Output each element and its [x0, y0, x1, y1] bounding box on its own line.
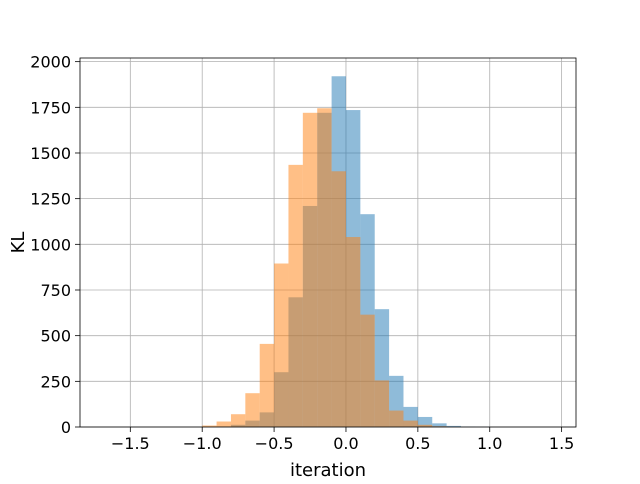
- y-tick-label: 500: [40, 327, 71, 346]
- histogram-bar: [346, 237, 360, 427]
- histogram-bar: [231, 414, 245, 427]
- x-tick-label: −1.0: [183, 434, 222, 453]
- histogram-bar: [389, 411, 403, 427]
- histogram-bar: [360, 315, 374, 427]
- y-axis-label: KL: [8, 232, 29, 254]
- histogram-bar: [317, 108, 331, 427]
- histogram-bars: [202, 76, 490, 427]
- y-tick-label: 1500: [30, 144, 71, 163]
- histogram-bar: [217, 422, 231, 427]
- y-tick-label: 1250: [30, 190, 71, 209]
- y-tick-label: 750: [40, 281, 71, 300]
- y-tick-label: 0: [61, 418, 71, 437]
- x-axis-label: iteration: [290, 460, 366, 480]
- histogram-bar: [274, 264, 288, 427]
- histogram-bar: [332, 171, 346, 427]
- x-tick-label: −0.5: [255, 434, 294, 453]
- x-tick-label: −1.5: [111, 434, 150, 453]
- histogram-bar: [245, 393, 259, 427]
- histogram-bar: [303, 113, 317, 427]
- x-tick-label: 1.0: [477, 434, 502, 453]
- x-tick-label: 0.0: [333, 434, 358, 453]
- y-tick-label: 250: [40, 372, 71, 391]
- y-tick-label: 1000: [30, 235, 71, 254]
- histogram-bar: [375, 380, 389, 427]
- histogram-bar: [403, 421, 417, 427]
- histogram-bar: [260, 344, 274, 427]
- x-tick-label: 1.5: [549, 434, 574, 453]
- y-tick-label: 1750: [30, 98, 71, 117]
- x-tick-label: 0.5: [405, 434, 430, 453]
- y-tick-label: 2000: [30, 53, 71, 72]
- histogram-bar: [288, 165, 302, 427]
